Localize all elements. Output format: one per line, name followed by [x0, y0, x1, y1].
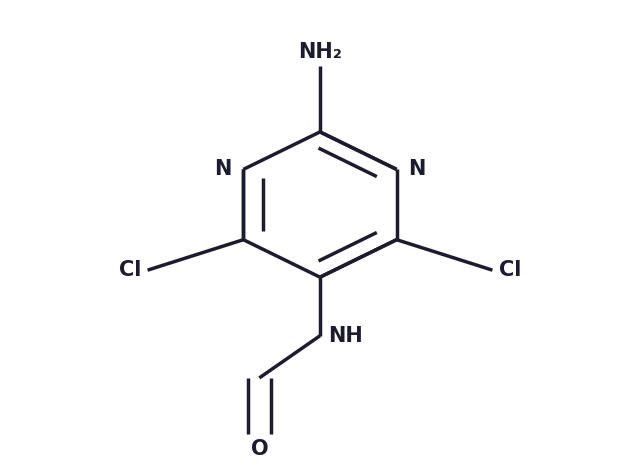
Text: N: N — [408, 159, 426, 180]
Text: NH: NH — [328, 326, 362, 346]
Text: Cl: Cl — [499, 260, 521, 280]
Text: Cl: Cl — [119, 260, 141, 280]
Text: NH₂: NH₂ — [298, 42, 342, 62]
Text: O: O — [250, 439, 268, 459]
Text: N: N — [214, 159, 232, 180]
